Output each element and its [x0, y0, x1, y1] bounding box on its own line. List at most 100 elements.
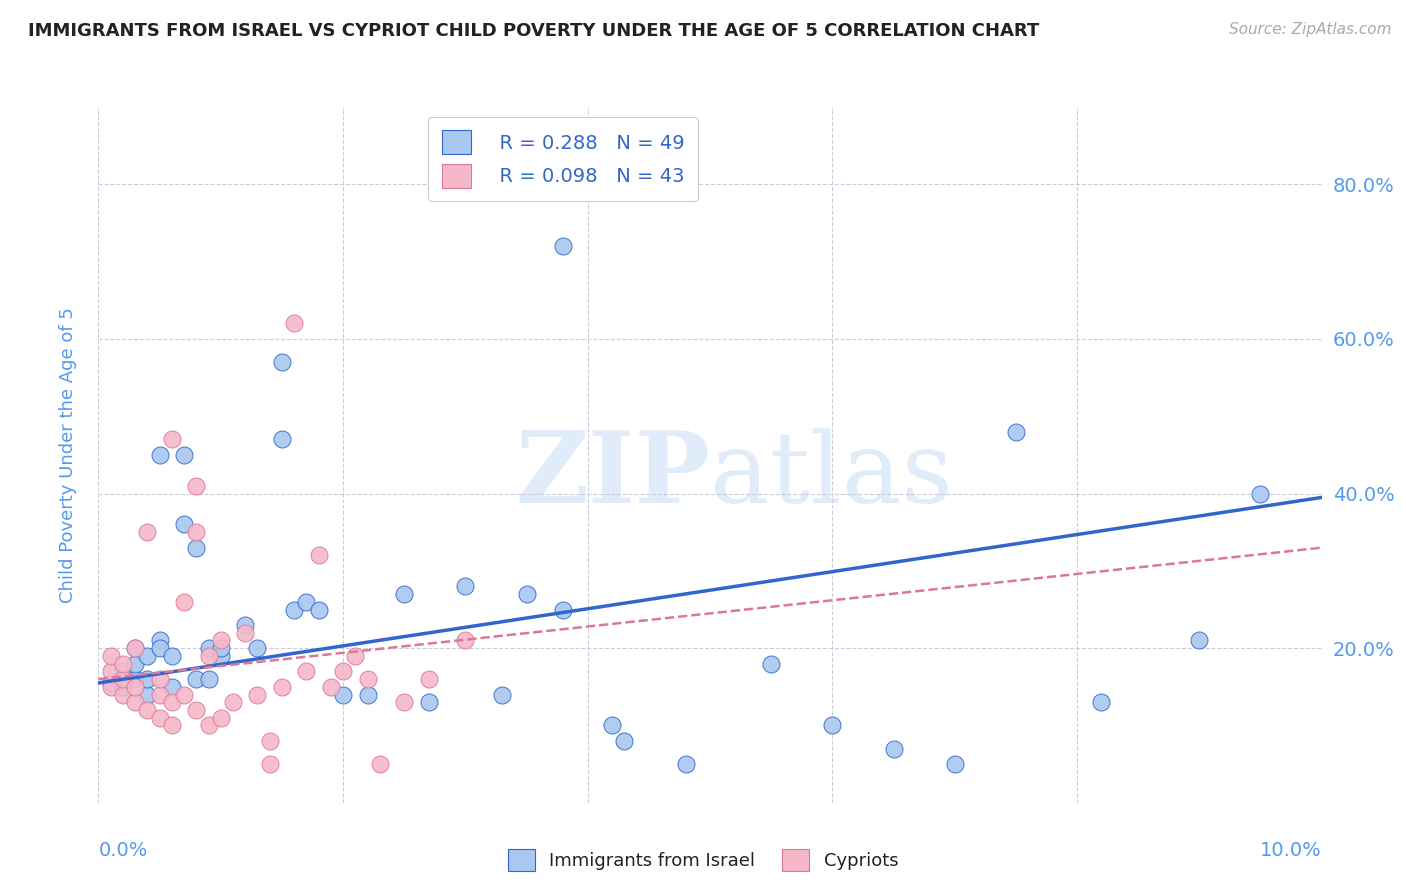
Point	[270, 433, 292, 447]
Point	[319, 680, 342, 694]
Point	[124, 641, 146, 656]
Point	[295, 595, 318, 609]
Point	[246, 688, 269, 702]
Point	[553, 602, 575, 616]
Point	[160, 680, 183, 694]
Y-axis label: Child Poverty Under the Age of 5: Child Poverty Under the Age of 5	[59, 307, 77, 603]
Point	[454, 633, 477, 648]
Point	[943, 757, 966, 772]
Point	[160, 695, 183, 709]
Point	[295, 665, 318, 679]
Point	[124, 680, 146, 694]
Point	[270, 355, 292, 369]
Text: atlas: atlas	[710, 428, 953, 524]
Point	[136, 525, 159, 540]
Text: IMMIGRANTS FROM ISRAEL VS CYPRIOT CHILD POVERTY UNDER THE AGE OF 5 CORRELATION C: IMMIGRANTS FROM ISRAEL VS CYPRIOT CHILD …	[28, 22, 1039, 40]
Legend: Immigrants from Israel, Cypriots: Immigrants from Israel, Cypriots	[501, 842, 905, 879]
Point	[149, 711, 172, 725]
Point	[344, 648, 367, 663]
Point	[613, 734, 636, 748]
Point	[356, 688, 378, 702]
Point	[149, 688, 172, 702]
Point	[553, 239, 575, 253]
Text: ZIP: ZIP	[515, 427, 710, 524]
Point	[259, 757, 281, 772]
Point	[111, 680, 134, 694]
Point	[197, 641, 219, 656]
Point	[124, 672, 146, 686]
Point	[516, 587, 538, 601]
Point	[173, 595, 195, 609]
Point	[759, 657, 782, 671]
Point	[197, 718, 219, 732]
Point	[491, 688, 513, 702]
Point	[186, 525, 208, 540]
Point	[136, 648, 159, 663]
Point	[111, 657, 134, 671]
Point	[160, 648, 183, 663]
Point	[124, 641, 146, 656]
Point	[283, 317, 305, 331]
Point	[233, 625, 256, 640]
Point	[222, 695, 245, 709]
Point	[186, 479, 208, 493]
Point	[100, 648, 122, 663]
Point	[246, 641, 269, 656]
Point	[186, 541, 208, 555]
Point	[111, 665, 134, 679]
Point	[124, 695, 146, 709]
Point	[1188, 633, 1211, 648]
Point	[675, 757, 697, 772]
Point	[160, 718, 183, 732]
Point	[111, 672, 134, 686]
Point	[308, 602, 330, 616]
Point	[270, 680, 292, 694]
Point	[368, 757, 391, 772]
Point	[454, 579, 477, 593]
Point	[1249, 486, 1271, 500]
Point	[136, 672, 159, 686]
Point	[100, 676, 122, 690]
Point	[1004, 425, 1026, 439]
Point	[149, 641, 172, 656]
Point	[136, 688, 159, 702]
Point	[173, 688, 195, 702]
Point	[332, 688, 354, 702]
Point	[883, 741, 905, 756]
Point	[418, 672, 440, 686]
Point	[197, 648, 219, 663]
Point	[149, 672, 172, 686]
Point	[821, 718, 844, 732]
Point	[186, 672, 208, 686]
Point	[392, 695, 416, 709]
Legend:   R = 0.288   N = 49,   R = 0.098   N = 43: R = 0.288 N = 49, R = 0.098 N = 43	[429, 117, 697, 202]
Text: Source: ZipAtlas.com: Source: ZipAtlas.com	[1229, 22, 1392, 37]
Point	[173, 448, 195, 462]
Point	[111, 688, 134, 702]
Point	[197, 672, 219, 686]
Text: 10.0%: 10.0%	[1260, 841, 1322, 860]
Point	[600, 718, 623, 732]
Point	[356, 672, 378, 686]
Point	[209, 641, 232, 656]
Point	[186, 703, 208, 717]
Point	[259, 734, 281, 748]
Point	[283, 602, 305, 616]
Point	[209, 633, 232, 648]
Point	[149, 448, 172, 462]
Point	[418, 695, 440, 709]
Point	[149, 633, 172, 648]
Point	[160, 433, 183, 447]
Point	[100, 680, 122, 694]
Point	[136, 703, 159, 717]
Text: 0.0%: 0.0%	[98, 841, 148, 860]
Point	[392, 587, 416, 601]
Point	[100, 665, 122, 679]
Point	[1090, 695, 1112, 709]
Point	[308, 549, 330, 563]
Point	[233, 618, 256, 632]
Point	[209, 711, 232, 725]
Point	[332, 665, 354, 679]
Point	[173, 517, 195, 532]
Point	[209, 648, 232, 663]
